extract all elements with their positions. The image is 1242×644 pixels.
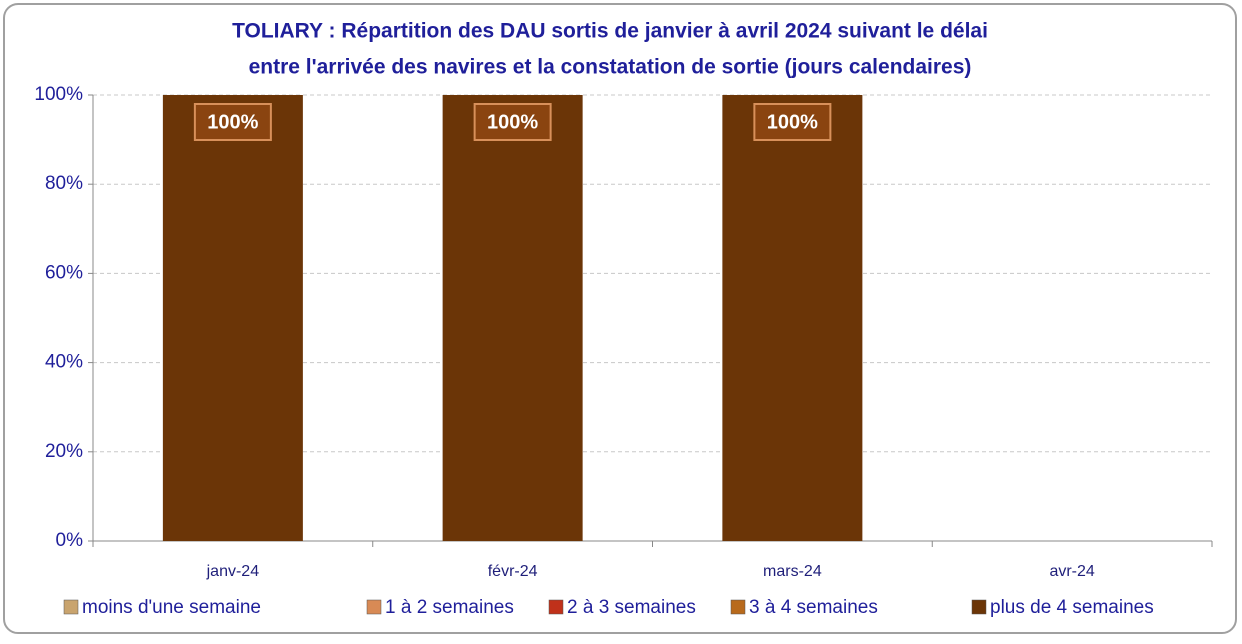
value-label-box (753, 103, 832, 141)
legend-label: plus de 4 semaines (990, 597, 1154, 618)
chart-frame (3, 3, 1237, 634)
chart-title: TOLIARY : Répartition des DAU sortis de … (232, 20, 988, 43)
legend-label: 2 à 3 semaines (567, 597, 696, 618)
legend-label: moins d'une semaine (82, 597, 261, 618)
legend-label: 3 à 4 semaines (749, 597, 878, 618)
x-tick-label: févr-24 (488, 563, 538, 580)
y-tick-label: 0% (56, 530, 84, 551)
y-tick-label: 100% (34, 84, 83, 105)
value-label-box (193, 103, 272, 141)
bar (442, 95, 583, 541)
value-label-box (473, 103, 552, 141)
y-tick-label: 60% (45, 262, 83, 283)
x-tick-label: janv-24 (206, 563, 260, 580)
x-tick-label: avr-24 (1049, 563, 1094, 580)
chart-title: entre l'arrivée des navires et la consta… (249, 56, 972, 79)
value-label: 100% (207, 111, 258, 133)
legend-marker (548, 599, 564, 615)
bar (162, 95, 303, 541)
y-tick-label: 40% (45, 352, 83, 373)
y-tick-label: 20% (45, 441, 83, 462)
legend-marker (730, 599, 746, 615)
legend-marker (63, 599, 79, 615)
value-label: 100% (487, 111, 538, 133)
legend-marker (971, 599, 987, 615)
value-label: 100% (767, 111, 818, 133)
legend-marker (366, 599, 382, 615)
y-tick-label: 80% (45, 173, 83, 194)
bar (722, 95, 863, 541)
legend-label: 1 à 2 semaines (385, 597, 514, 618)
x-tick-label: mars-24 (763, 563, 822, 580)
